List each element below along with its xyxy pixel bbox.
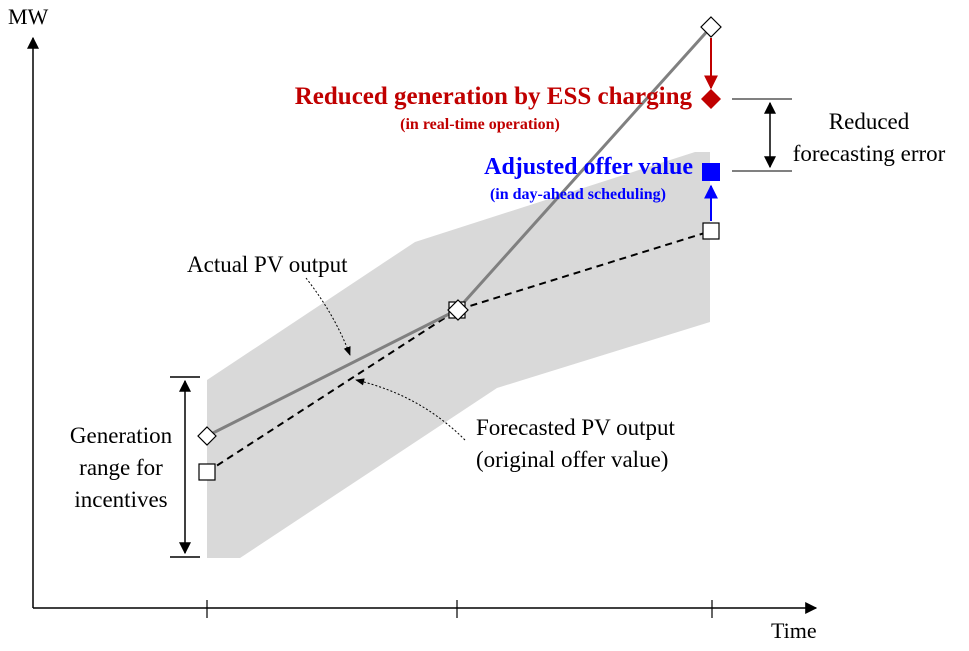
reduced-error-label-2: forecasting error [793,141,946,166]
adjusted-offer-subtitle: (in day-ahead scheduling) [490,186,666,203]
forecasted-pv-label-2: (original offer value) [476,447,668,472]
generation-range-label-1: Generation [70,423,173,448]
forecasted-pv-label-1: Forecasted PV output [476,415,676,440]
y-axis-label: MW [8,4,49,29]
generation-range-label-2: range for [79,455,163,480]
generation-range-label-3: incentives [74,487,167,512]
x-axis-label: Time [771,618,817,643]
actual-point-3 [700,16,722,38]
adjusted-offer-square [702,163,720,181]
actual-pv-leader [305,277,351,356]
forecast-point-3 [702,222,720,240]
reduced-generation-diamond [701,89,721,109]
forecasted-pv-leader [355,378,466,441]
reduced-generation-subtitle: (in real-time operation) [400,116,560,133]
actual-point-1 [197,426,217,446]
forecast-point-1 [198,463,216,481]
reduced-error-label-1: Reduced [829,109,910,134]
reduced-generation-title: Reduced generation by ESS charging [295,83,693,110]
adjusted-offer-title: Adjusted offer value [484,154,693,180]
forecasted-pv-line [206,230,712,473]
generation-range-band [207,152,710,558]
actual-point-2 [447,299,469,321]
actual-pv-label: Actual PV output [187,252,348,277]
